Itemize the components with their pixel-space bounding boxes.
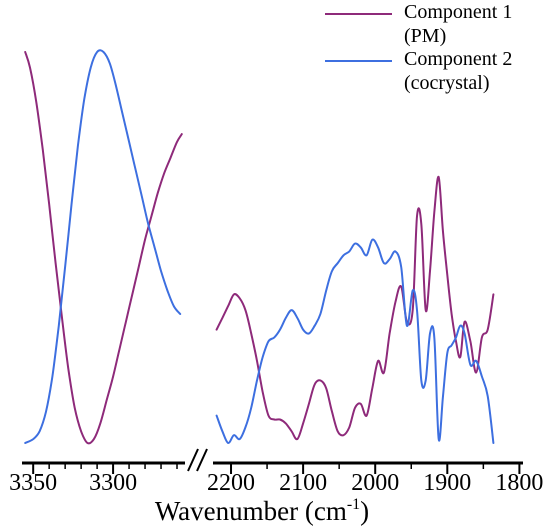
x-tick-label: 3300 xyxy=(89,470,137,496)
axis-break-mark-1 xyxy=(187,448,199,472)
series-1-line-panel-1 xyxy=(24,51,183,445)
axis-break-mark-2 xyxy=(196,448,208,472)
x-tick-label: 3350 xyxy=(9,470,57,496)
x-tick-label: 2100 xyxy=(279,470,327,496)
series-2-line-panel-2 xyxy=(215,238,495,444)
x-tick-label: 1900 xyxy=(423,470,471,496)
legend-label-2-line-1: Component 2 xyxy=(404,48,512,70)
series-2-line-panel-1 xyxy=(24,49,182,444)
legend-label-1-line-2: (PM) xyxy=(404,25,446,47)
x-tick-label: 2200 xyxy=(207,470,255,496)
x-tick-label: 1800 xyxy=(495,470,543,496)
x-axis-label-main: Wavenumber (cm xyxy=(155,496,347,526)
x-tick-label: 2000 xyxy=(351,470,399,496)
x-axis-label-tail: ) xyxy=(360,496,369,526)
x-axis-label-superscript: -1 xyxy=(347,496,360,513)
legend-label-1-line-1: Component 1 xyxy=(404,1,512,23)
legend: Component 1(PM)Component 2(cocrystal) xyxy=(325,1,512,94)
plot-area xyxy=(24,49,495,445)
series-1-line-panel-2 xyxy=(215,176,495,441)
x-axis: 3350 3300 2200 2100 2000 1900 1800 xyxy=(9,448,543,496)
x-axis-label: Wavenumber (cm-1) xyxy=(155,496,369,526)
legend-label-2-line-2: (cocrystal) xyxy=(404,72,490,94)
